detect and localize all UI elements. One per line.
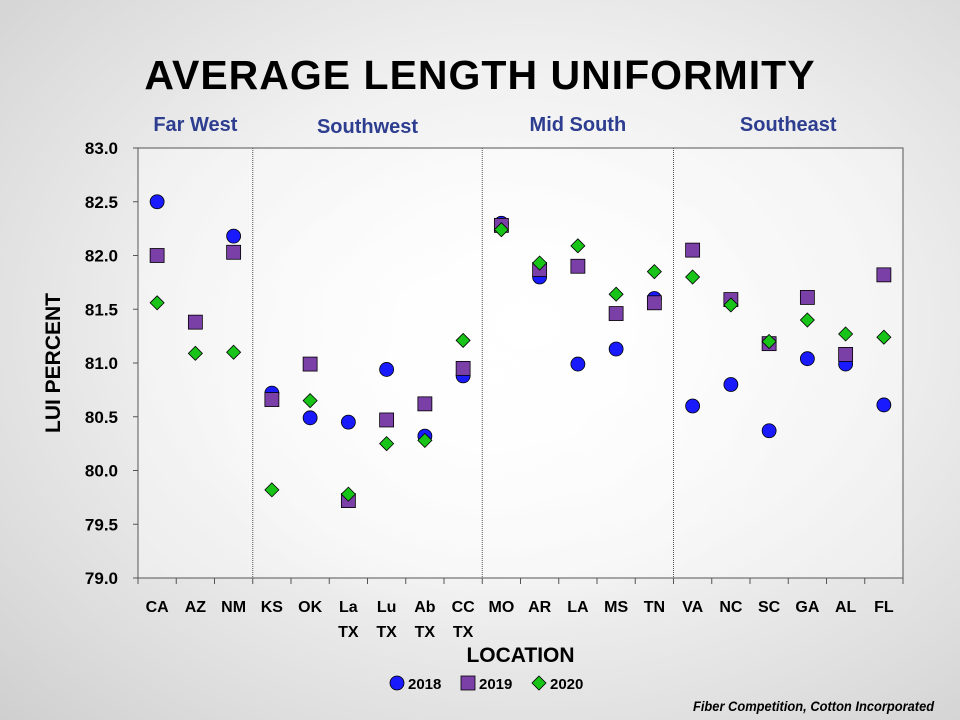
data-point-2019 xyxy=(379,412,395,428)
legend-label: 2020 xyxy=(550,676,583,693)
region-label: Southwest xyxy=(317,116,418,138)
region-label: Mid South xyxy=(530,114,627,136)
x-tick-label: CA xyxy=(146,599,170,616)
plot-area xyxy=(137,147,904,579)
data-point-2019 xyxy=(264,392,280,407)
x-tick-label: TN xyxy=(644,599,665,616)
data-point-2020 xyxy=(608,286,624,302)
data-point-2019 xyxy=(149,248,165,263)
x-tick-label: SC xyxy=(758,599,781,616)
x-tick-label: La xyxy=(339,599,358,616)
data-point-2019 xyxy=(685,242,701,258)
data-point-2018 xyxy=(761,423,777,439)
data-point-2019 xyxy=(455,360,471,376)
data-point-2019 xyxy=(646,295,662,311)
legend-marker-2019 xyxy=(460,675,476,691)
x-tick-label: AZ xyxy=(185,599,207,616)
data-point-2018 xyxy=(302,410,318,426)
data-point-2020 xyxy=(379,436,395,452)
data-point-2019 xyxy=(302,356,318,372)
legend-marker-2020 xyxy=(531,675,547,691)
x-tick-label: MO xyxy=(488,599,514,616)
data-point-2018 xyxy=(570,356,586,372)
x-tick-label: OK xyxy=(298,599,322,616)
x-tick-label: CC xyxy=(452,599,476,616)
x-tick-label: Lu xyxy=(377,599,397,616)
data-point-2019 xyxy=(226,244,242,260)
data-point-2019 xyxy=(417,396,433,412)
data-point-2020 xyxy=(685,269,701,285)
y-tick-label: 83.0 xyxy=(85,139,118,158)
data-point-2019 xyxy=(876,267,892,283)
data-point-2020 xyxy=(455,332,471,348)
legend-label: 2018 xyxy=(408,676,441,693)
y-axis-title: LUI PERCENT xyxy=(42,293,65,433)
background-highlight xyxy=(180,120,800,640)
data-point-2019 xyxy=(608,306,624,321)
y-tick-label: 80.5 xyxy=(85,408,118,427)
data-point-2018 xyxy=(149,194,165,210)
y-tick-label: 80.0 xyxy=(85,462,118,481)
data-point-2020 xyxy=(264,482,280,498)
data-point-2018 xyxy=(379,362,395,377)
chart-title: AVERAGE LENGTH UNIFORMITY xyxy=(144,52,816,98)
y-tick-label: 81.5 xyxy=(85,300,118,319)
y-tick-label: 82.5 xyxy=(85,193,118,212)
data-point-2020 xyxy=(417,432,433,448)
data-point-2018 xyxy=(340,414,356,430)
x-tick-label: TX xyxy=(338,624,359,641)
x-tick-label: TX xyxy=(376,624,397,641)
x-tick-label: Ab xyxy=(414,599,436,616)
data-point-2020 xyxy=(646,264,662,280)
x-tick-label: AR xyxy=(528,599,552,616)
data-point-2018 xyxy=(608,341,624,357)
data-point-2020 xyxy=(570,238,586,254)
data-point-2019 xyxy=(799,290,815,305)
x-tick-label: GA xyxy=(795,599,819,616)
data-point-2020 xyxy=(723,297,739,313)
data-point-2020 xyxy=(149,295,165,311)
data-point-2020 xyxy=(340,486,356,502)
data-point-2020 xyxy=(187,345,203,361)
data-point-2020 xyxy=(876,329,892,345)
source-credit: Fiber Competition, Cotton Incorporated xyxy=(692,698,934,714)
y-tick-label: 79.5 xyxy=(85,515,118,534)
data-point-2020 xyxy=(761,333,777,350)
y-tick-label: 79.0 xyxy=(85,569,118,588)
y-tick-label: 81.0 xyxy=(85,354,118,373)
data-point-2020 xyxy=(493,222,509,238)
x-tick-label: TX xyxy=(415,624,436,641)
data-point-2020 xyxy=(532,255,548,271)
x-tick-label: MS xyxy=(604,599,628,616)
data-point-2020 xyxy=(226,344,242,360)
data-point-2018 xyxy=(876,397,892,413)
x-tick-label: KS xyxy=(261,599,284,616)
x-tick-label: NM xyxy=(221,599,246,616)
data-point-2018 xyxy=(799,351,815,367)
data-point-2018 xyxy=(226,228,242,244)
x-tick-label: FL xyxy=(874,599,894,616)
data-point-2020 xyxy=(838,326,854,342)
region-label: Far West xyxy=(153,114,237,136)
x-tick-label: VA xyxy=(682,599,703,616)
legend-marker-2018 xyxy=(389,675,405,691)
x-axis-title: LOCATION xyxy=(466,644,574,667)
x-tick-label: NC xyxy=(719,599,743,616)
x-tick-label: TX xyxy=(453,624,474,641)
legend-label: 2019 xyxy=(479,676,512,693)
data-point-2020 xyxy=(799,312,815,328)
x-tick-label: LA xyxy=(567,599,589,616)
data-point-2018 xyxy=(723,377,739,392)
data-point-2019 xyxy=(570,258,586,274)
x-tick-label: AL xyxy=(835,599,857,616)
region-label: Southeast xyxy=(740,114,837,136)
data-point-2019 xyxy=(838,346,854,362)
data-point-2020 xyxy=(302,393,318,409)
y-tick-label: 82.0 xyxy=(85,247,118,266)
data-point-2018 xyxy=(685,398,701,414)
data-point-2019 xyxy=(187,314,203,330)
